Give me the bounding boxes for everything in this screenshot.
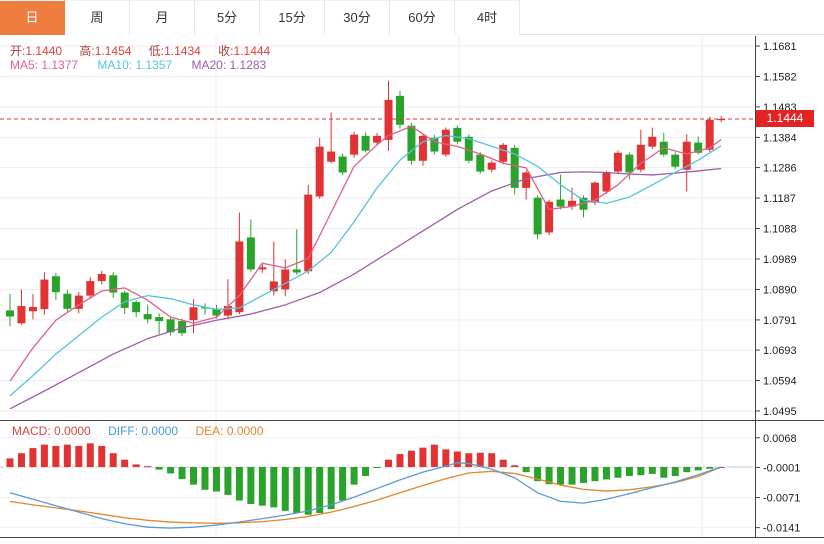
svg-text:0.0068: 0.0068 (763, 433, 797, 445)
high-value: 1.1454 (94, 44, 132, 58)
svg-text:1.0495: 1.0495 (763, 406, 797, 418)
svg-text:1.1088: 1.1088 (763, 224, 797, 236)
tab-60min[interactable]: 60分 (390, 0, 455, 35)
high-label: 高: (79, 44, 95, 58)
close-value: 1.1444 (233, 44, 271, 58)
svg-text:1.1582: 1.1582 (763, 71, 797, 83)
close-label: 收: (218, 44, 234, 58)
svg-text:1.1384: 1.1384 (763, 132, 797, 144)
tab-month[interactable]: 月 (130, 0, 195, 35)
macd-legend: MACD: 0.0000 DIFF: 0.0000 DEA: 0.0000 (12, 424, 264, 438)
open-value: 1.1440 (25, 44, 63, 58)
tab-15min[interactable]: 15分 (260, 0, 325, 35)
svg-text:1.0594: 1.0594 (763, 376, 797, 388)
svg-text:-0.0001: -0.0001 (763, 462, 800, 474)
diff-value-legend: DIFF: 0.0000 (108, 424, 179, 438)
low-label: 低: (148, 44, 165, 58)
svg-text:1.1187: 1.1187 (763, 193, 796, 205)
svg-text:1.0890: 1.0890 (763, 284, 797, 296)
low-value: 1.1434 (164, 44, 201, 58)
tab-4hour[interactable]: 4时 (455, 0, 520, 35)
svg-text:-0.0141: -0.0141 (763, 523, 800, 535)
ma10-legend: MA10: 1.1357 (97, 58, 173, 72)
svg-text:1.1681: 1.1681 (763, 41, 797, 53)
svg-text:1.1286: 1.1286 (763, 163, 797, 175)
macd-value-legend: MACD: 0.0000 (12, 424, 91, 438)
ma20-legend: MA20: 1.1283 (191, 58, 267, 72)
current-price-badge: 1.1444 (756, 110, 814, 127)
svg-text:1.0989: 1.0989 (763, 254, 797, 266)
tab-day[interactable]: 日 (0, 0, 65, 35)
tab-30min[interactable]: 30分 (325, 0, 390, 35)
timeframe-tab-bar: 日 周 月 5分 15分 30分 60分 4时 (0, 0, 824, 35)
dea-value-legend: DEA: 0.0000 (195, 424, 264, 438)
svg-text:1.0693: 1.0693 (763, 345, 797, 357)
ma5-legend: MA5: 1.1377 (10, 58, 79, 72)
ma-legend: MA5: 1.1377 MA10: 1.1357 MA20: 1.1283 (10, 58, 266, 72)
open-label: 开: (10, 44, 26, 58)
svg-text:-0.0071: -0.0071 (763, 493, 800, 505)
tab-week[interactable]: 周 (65, 0, 130, 35)
tab-5min[interactable]: 5分 (195, 0, 260, 35)
ohlc-legend: 开:1.1440 高:1.1454 低:1.1434 收:1.1444 (10, 42, 284, 59)
svg-text:1.0791: 1.0791 (763, 315, 797, 327)
